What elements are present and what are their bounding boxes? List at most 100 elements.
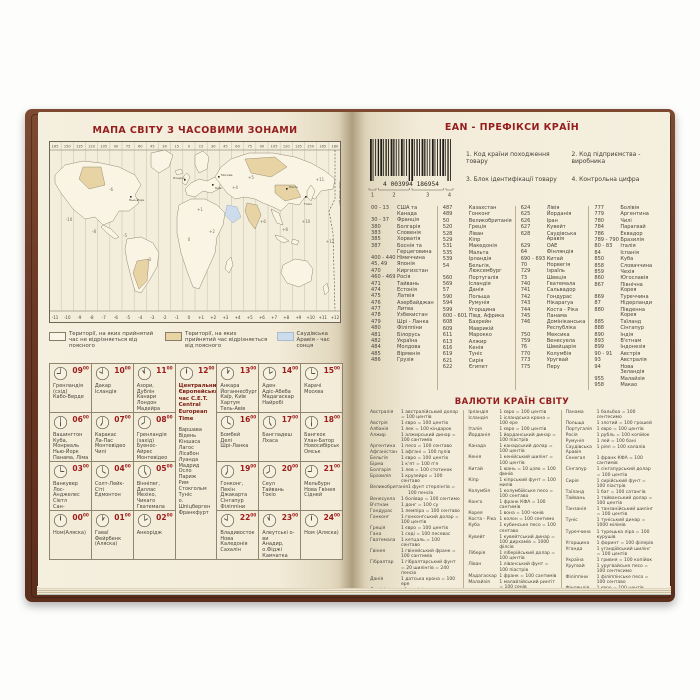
ean-entry-code: 531 bbox=[442, 243, 453, 250]
ean-entry: 487 Казахстан bbox=[443, 205, 512, 212]
ean-entry-country: Данія bbox=[468, 287, 484, 294]
currency-entry: Ірландія 1 євро = 100 центів bbox=[468, 410, 557, 415]
clock-cell-header: 0900 bbox=[53, 366, 89, 381]
currency-entry: Гібралтар 1 гібралтарський фунт = 20 шилі… bbox=[370, 560, 460, 576]
svg-text:+4: +4 bbox=[235, 315, 241, 320]
ean-entry-country: Швейцарія bbox=[546, 344, 576, 351]
ean-entry-code: 744 bbox=[520, 306, 531, 313]
clock-cell: 2400 Ном (Аляска) bbox=[301, 510, 342, 559]
ean-entry: 611 Марокко bbox=[443, 332, 512, 339]
ean-column: 487 Казахстан 489 Гонконг 50 Великобританія 52… bbox=[436, 205, 515, 390]
clock-time-label: 0500 bbox=[156, 463, 173, 473]
ean-entry-code: 73 bbox=[520, 274, 528, 281]
ean-entry: 478 Узбекистан bbox=[371, 313, 434, 319]
svg-text:4 003994 186954: 4 003994 186954 bbox=[383, 181, 439, 188]
currency-entry-value: 1 седі = 100 песевас bbox=[401, 531, 451, 537]
currency-entry-country: Гвінея bbox=[370, 549, 386, 555]
ean-entry-country: Туреччина bbox=[620, 293, 649, 300]
ean-entry: 594 Румунія bbox=[443, 300, 512, 307]
ean-entry-country: Фінляндія bbox=[546, 249, 574, 256]
currency-entry-value: 1 угандійський шилінг = 100 центів bbox=[596, 546, 651, 557]
clock-time-label: 1200 bbox=[198, 365, 215, 375]
currency-entry-value: 1 турецька ліра = 100 курушів bbox=[596, 529, 650, 540]
clock-time-minutes: 00 bbox=[250, 513, 257, 519]
city-line: Лос-Анджелес bbox=[53, 486, 80, 499]
ean-entry: 64 Фінляндія bbox=[521, 249, 586, 256]
svg-text:165: 165 bbox=[52, 145, 59, 149]
ean-entry: 476 Азербайджан bbox=[371, 300, 434, 307]
ean-entry: 599 Угорщина bbox=[443, 307, 512, 314]
ean-entry-country: Малайзія bbox=[620, 375, 645, 382]
ean-entry-code: 76 bbox=[520, 344, 528, 351]
clock-cell: 2100 Мельбурн Нова Гвінея Сідней bbox=[301, 461, 342, 510]
clock-time-label: 2000 bbox=[281, 463, 299, 473]
clock-cell-header: 0300 bbox=[53, 464, 89, 479]
zone-offset-labels: -10 -8 -6 -5 -3 0 +1 +2 +4 +5 +6 +8 +10 +11 +12 bbox=[66, 175, 335, 262]
currency-entry-value: 1 сирійський фунт = 100 піастрів bbox=[596, 478, 646, 489]
city-line: Луанда bbox=[178, 456, 199, 463]
clock-cities: Дакар Ісландія bbox=[95, 383, 131, 396]
ean-entry-country: Індія bbox=[620, 331, 634, 338]
clock-cell-header: 0600 bbox=[53, 415, 89, 430]
clock-cities: Вашингтон Куба, Монреаль Нью-Йорк Панама, Л… bbox=[53, 432, 89, 461]
currency-entry-country: Кіпр bbox=[468, 477, 479, 483]
ean-entry: 70 Норвегія bbox=[521, 262, 586, 269]
ean-entry-code: 00 - 13 bbox=[371, 205, 390, 211]
currency-entry-country: Ірландія bbox=[468, 409, 489, 415]
city-line: Ном (Аляска) bbox=[304, 529, 339, 536]
clock-face-icon bbox=[95, 464, 109, 478]
svg-text:+7: +7 bbox=[271, 315, 277, 320]
currency-entry: Україна 1 гривня = 100 копійок bbox=[566, 558, 655, 563]
svg-text:165: 165 bbox=[319, 145, 326, 149]
clock-face-icon bbox=[137, 366, 151, 380]
time-zone-clock-grid: 0900 Гренландія (схід) Кабо-Верде 1000 Дакар І… bbox=[49, 362, 343, 560]
currency-entry-country: Уганда bbox=[565, 546, 583, 552]
ean-entry: 481 Білорусь bbox=[371, 332, 434, 339]
ean-entry-country: Панама bbox=[546, 313, 568, 320]
ean-entry-country: Австрія bbox=[620, 350, 641, 357]
ean-entry-code: 858 bbox=[594, 262, 605, 269]
currency-entry-country: Уругвай bbox=[565, 564, 585, 569]
clock-time-minutes: 00 bbox=[124, 464, 131, 470]
ean-entry-country: Ірландія bbox=[468, 256, 492, 263]
ean-entry: 746 Домініканська Республіка bbox=[521, 320, 586, 332]
ean-legend-item: 2. Код підприємства - виробника bbox=[571, 151, 641, 166]
ean-entry: 777 Болівія bbox=[594, 205, 655, 212]
currency-entry-country: Таїланд bbox=[565, 489, 585, 495]
currency-entry-value: 1 колумбійське песо = 100 сентаво bbox=[499, 488, 554, 500]
currency-entry-value: 1 фунт стерлінгів = 100 пенсів bbox=[407, 485, 456, 496]
ean-entry: 590 Польща bbox=[443, 294, 512, 301]
svg-text:Москва: Москва bbox=[221, 173, 233, 177]
city-line: Йоганнесбург bbox=[220, 388, 258, 395]
ean-entry-country: Литва bbox=[397, 306, 414, 313]
clock-time-minutes: 00 bbox=[166, 366, 173, 372]
ean-entry-country: Нідерланди bbox=[620, 300, 653, 307]
clock-time-minutes: 00 bbox=[334, 464, 340, 470]
city-line: Ном(Аляска) bbox=[53, 529, 86, 536]
ean-entry: 00 - 13 США та Канада bbox=[371, 205, 434, 218]
clock-cities: Гренландія(захід)Буенос-АйресМонтевідеоР… bbox=[136, 432, 173, 461]
ean-entry-code: 624 bbox=[520, 205, 531, 211]
ean-entry-code: 569 bbox=[442, 281, 453, 288]
city-line: Буенос-Айрес bbox=[136, 443, 158, 456]
ean-entry: 626 Іран bbox=[521, 218, 586, 225]
ean-entry: 759 Венесуела bbox=[521, 338, 586, 345]
svg-text:+3: +3 bbox=[222, 315, 228, 320]
currency-entry-value: 1 туніський динар = 1000 мілімів bbox=[596, 518, 646, 529]
currency-entry: Гватемала 1 кетцаль = 100 сентаво bbox=[370, 538, 460, 548]
city-markers: Москва Київ Лондон Токіо Нью-Йорк Пекін bbox=[129, 173, 312, 206]
ean-entry-code: 380 bbox=[371, 223, 381, 230]
svg-text:+11: +11 bbox=[316, 177, 325, 182]
currency-entry: Гана 1 седі = 100 песевас bbox=[370, 532, 460, 537]
currency-entry-country: Бельгія bbox=[370, 456, 388, 462]
currency-entry-value: 1 злотий = 100 грошей bbox=[596, 420, 652, 426]
ean-entry: 484 Молдова bbox=[371, 345, 434, 351]
currency-entry-value: 1 датська крона = 100 ере bbox=[401, 576, 456, 588]
ean-entry-country: Маврикій bbox=[468, 325, 494, 332]
currency-entry-value: 1 вона = 100 чонів bbox=[499, 511, 544, 517]
currency-entry: Аргентина 1 песо = 100 сентаво bbox=[370, 444, 460, 449]
clock-face-icon bbox=[305, 366, 319, 380]
currency-entry-value: 1 євро = 100 центів bbox=[596, 426, 644, 432]
city-line: Карачі bbox=[304, 382, 322, 389]
